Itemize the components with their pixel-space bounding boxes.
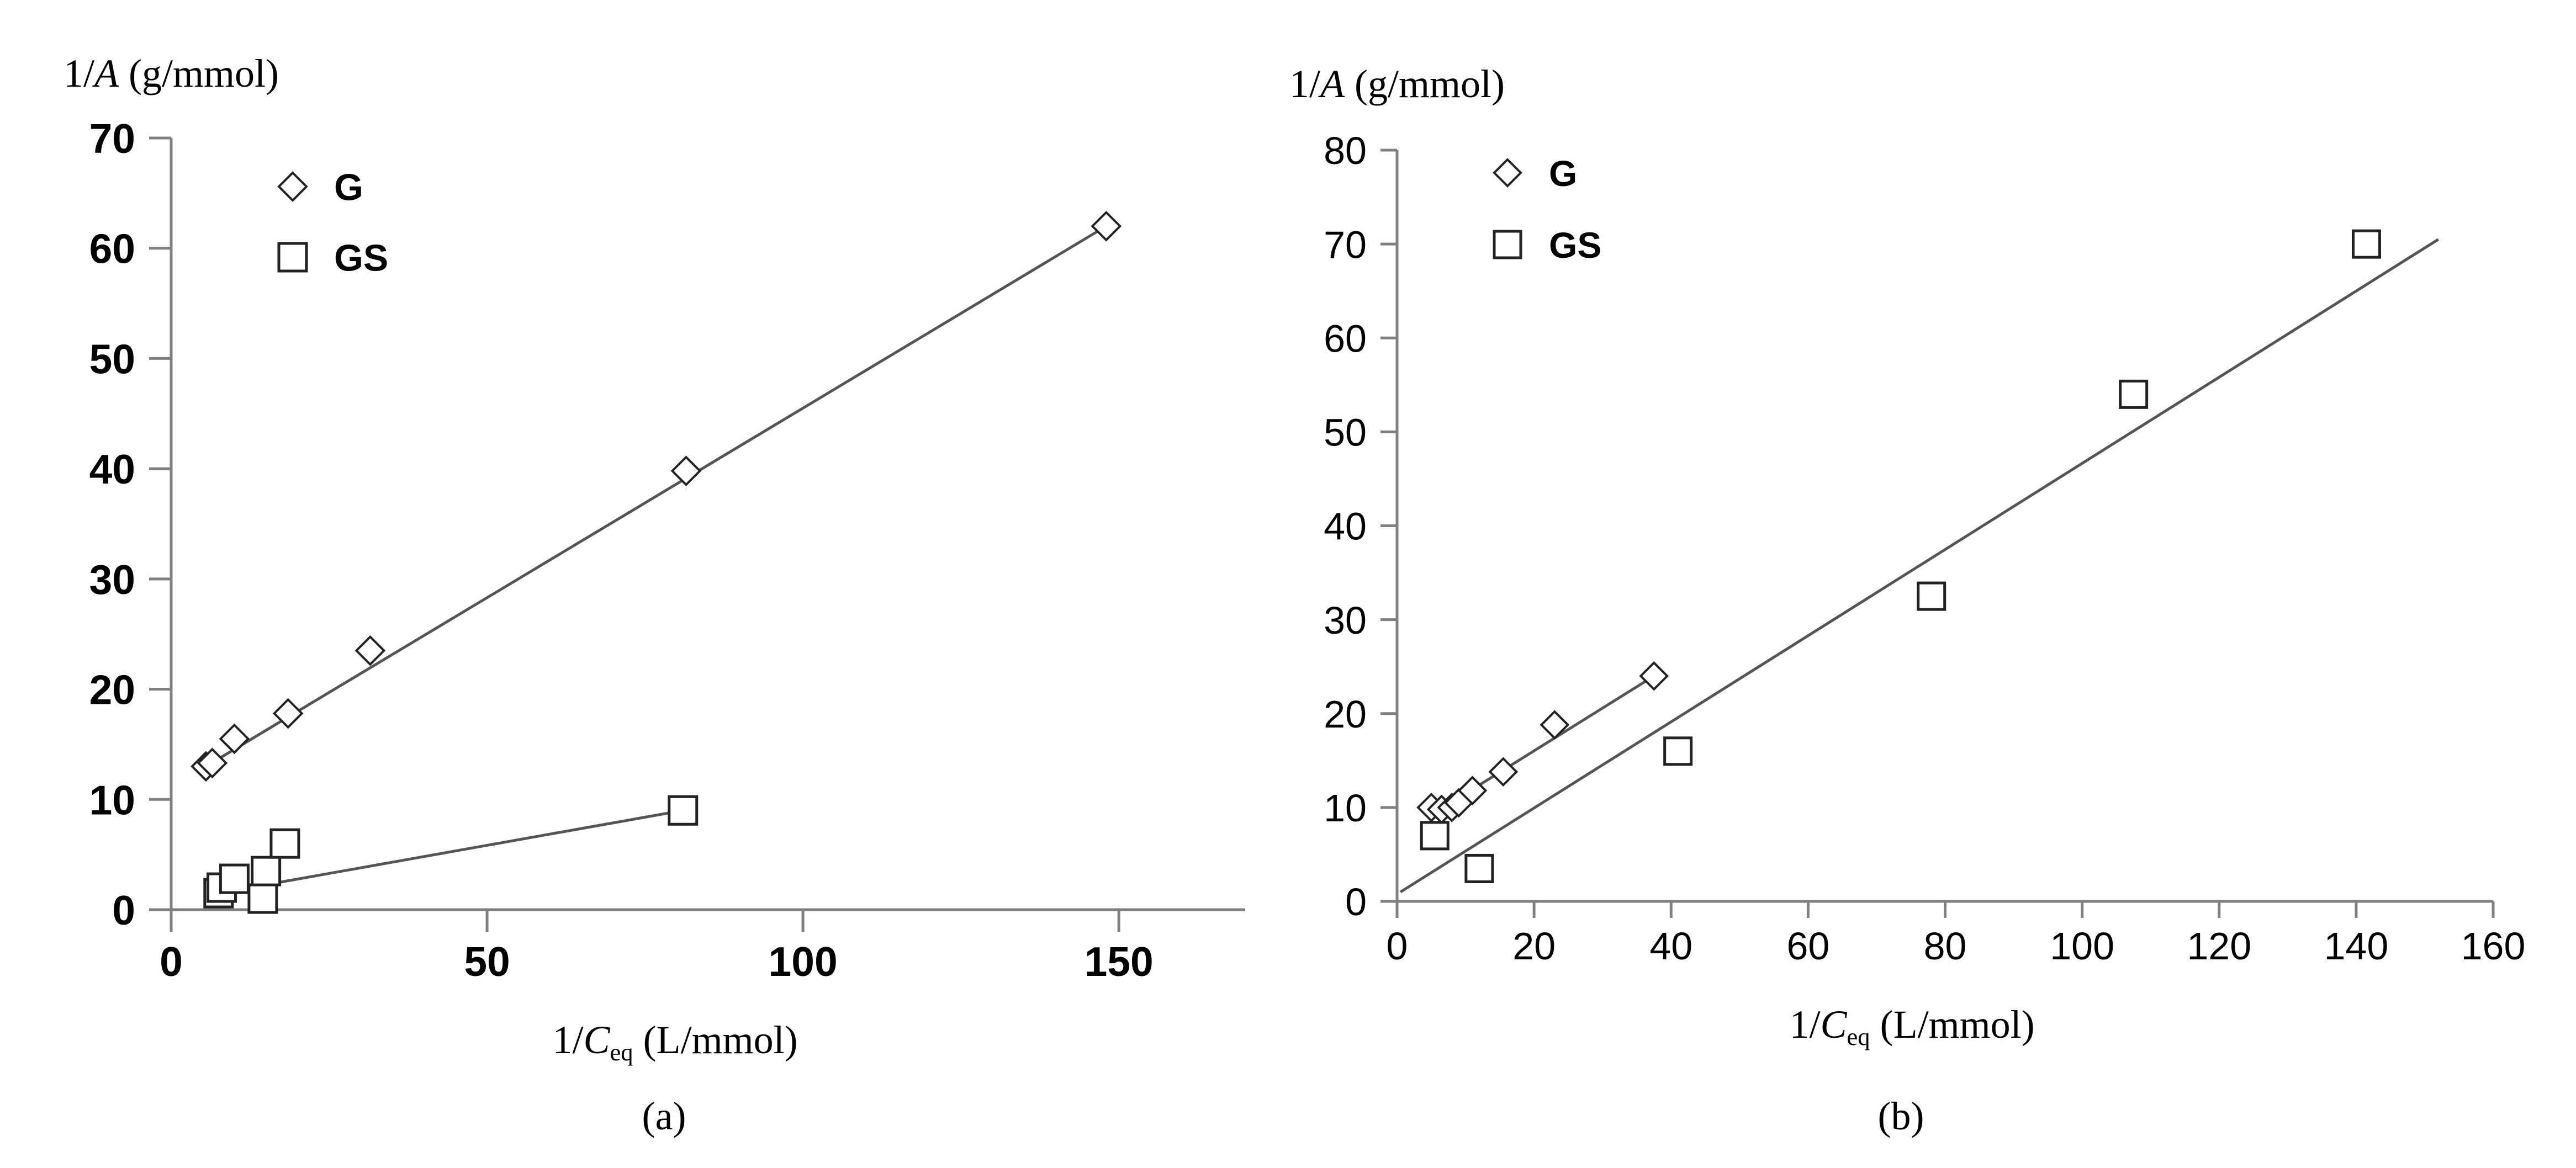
- y-tick-label: 20: [89, 667, 135, 713]
- data-point-g: [219, 723, 250, 755]
- x-tick-label: 100: [769, 938, 838, 985]
- data-point-gs: [247, 883, 278, 914]
- x-tick-label: 20: [1512, 925, 1556, 968]
- data-point-g: [670, 455, 702, 486]
- y-tick-label: 30: [89, 556, 135, 603]
- legend-label-gs: GS: [334, 237, 388, 279]
- y-tick-label: 20: [1324, 693, 1367, 736]
- x-tick-label: 0: [1387, 925, 1408, 968]
- y-tick-label: 30: [1324, 599, 1367, 642]
- y-tick-label: 60: [89, 226, 135, 272]
- data-point-gs: [1464, 853, 1494, 883]
- y-tick-label: 10: [89, 777, 135, 823]
- data-point-gs: [2351, 229, 2381, 259]
- data-point-g: [1488, 757, 1519, 787]
- y-tick-label: 60: [1324, 317, 1367, 360]
- data-point-gs: [1917, 581, 1946, 611]
- trendline-g: [205, 225, 1107, 768]
- data-point-g: [1457, 776, 1488, 806]
- x-tick-label: 150: [1085, 938, 1154, 985]
- y-tick-label: 10: [1324, 787, 1367, 830]
- y-tick-label: 70: [89, 115, 135, 162]
- legend-label-g: G: [334, 166, 363, 208]
- panel-label: (a): [642, 1094, 686, 1138]
- panel-label: (b): [1878, 1094, 1924, 1138]
- chart-panel-a: 0 10 20 30 40 50 60 70 0 50 100 150 G GS 1/A (g/mmol) 1…: [64, 51, 1245, 1138]
- data-point-gs: [269, 828, 300, 859]
- data-point-g: [197, 747, 228, 779]
- x-tick-label: 60: [1786, 925, 1829, 968]
- y-tick-label: 70: [1324, 223, 1367, 266]
- y-axis-title: 1/A (g/mmol): [64, 51, 279, 95]
- trendline-gs: [1399, 238, 2440, 894]
- data-point-gs: [2119, 379, 2149, 409]
- x-tick-label: 100: [2050, 925, 2114, 968]
- data-point-gs: [219, 863, 250, 894]
- y-tick-label: 0: [112, 887, 135, 933]
- x-axis-title: 1/Ceq (L/mmol): [552, 1018, 797, 1066]
- x-axis-title: 1/Ceq (L/mmol): [1789, 1002, 2034, 1050]
- data-point-g: [1091, 210, 1122, 242]
- x-tick-label: 50: [464, 938, 510, 985]
- x-tick-label: 140: [2324, 925, 2388, 968]
- data-point-gs: [251, 856, 282, 886]
- legend-label-g: G: [1549, 153, 1577, 194]
- data-point-gs: [1420, 821, 1450, 851]
- x-tick-label: 40: [1649, 925, 1692, 968]
- trendline-gs: [218, 809, 684, 895]
- x-tick-label: 0: [160, 938, 183, 985]
- y-tick-label: 50: [1324, 411, 1367, 454]
- y-tick-label: 80: [1324, 129, 1367, 172]
- data-point-gs: [1663, 736, 1693, 766]
- chart-panel-b: 0 10 20 30 40 50 60 70 80 0 20 40 60 80 100 120 140 160 GG…: [1289, 62, 2525, 1138]
- y-tick-label: 40: [89, 446, 135, 492]
- data-point-g: [272, 698, 304, 729]
- y-tick-label: 40: [1324, 505, 1367, 548]
- legend-marker-gs: [277, 242, 308, 273]
- x-tick-label: 120: [2187, 925, 2251, 968]
- legend-marker-g: [1493, 158, 1522, 188]
- legend-label-gs: GS: [1549, 225, 1601, 266]
- y-tick-label: 50: [89, 336, 135, 382]
- data-point-g: [1639, 661, 1669, 691]
- y-tick-label: 0: [1345, 880, 1367, 923]
- x-tick-label: 80: [1924, 925, 1967, 968]
- legend-marker-gs: [1493, 230, 1522, 259]
- data-point-g: [1540, 710, 1570, 740]
- data-point-gs: [668, 795, 699, 826]
- x-tick-label: 160: [2461, 925, 2526, 968]
- legend-marker-g: [277, 171, 308, 202]
- data-point-g: [355, 635, 386, 666]
- y-axis-title: 1/A (g/mmol): [1289, 62, 1505, 106]
